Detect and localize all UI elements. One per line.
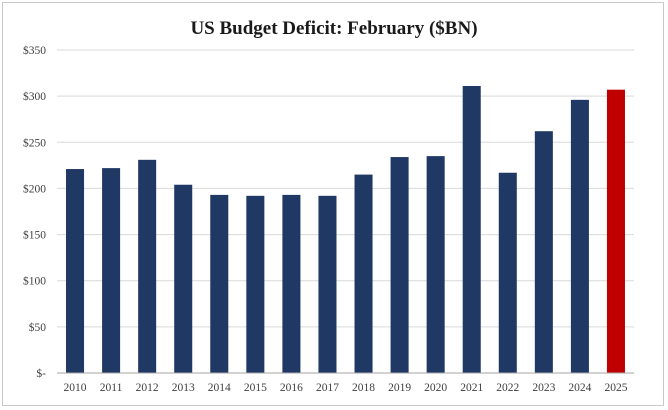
bar-2012 bbox=[138, 159, 157, 373]
bar-2011 bbox=[102, 168, 121, 373]
x-tick-label: 2021 bbox=[460, 382, 483, 394]
x-tick-label: 2011 bbox=[100, 382, 123, 394]
bars bbox=[66, 85, 625, 374]
y-tick-label: $350 bbox=[23, 44, 46, 57]
bar-2023 bbox=[534, 131, 553, 373]
bar-2022 bbox=[498, 172, 517, 373]
x-tick-label: 2020 bbox=[424, 382, 447, 394]
x-tick-label: 2016 bbox=[280, 382, 303, 394]
bar-2015 bbox=[246, 195, 265, 373]
x-tick-label: 2019 bbox=[388, 382, 411, 394]
chart-title: US Budget Deficit: February ($BN) bbox=[190, 18, 478, 39]
bar-2019 bbox=[390, 157, 409, 373]
x-tick-label: 2014 bbox=[208, 382, 231, 394]
x-tick-label: 2023 bbox=[532, 382, 555, 394]
y-tick-label: $100 bbox=[23, 275, 46, 288]
bar-2016 bbox=[282, 194, 301, 373]
x-tick-label: 2022 bbox=[496, 382, 519, 394]
x-tick-label: 2012 bbox=[136, 382, 159, 394]
y-axis-ticks: $- $50 $100 $150 $200 $250 $300 $350 bbox=[23, 44, 46, 380]
x-tick-label: 2010 bbox=[64, 382, 87, 394]
y-tick-label: $150 bbox=[23, 229, 46, 242]
x-tick-label: 2015 bbox=[244, 382, 267, 394]
y-tick-label: $250 bbox=[23, 136, 46, 149]
bar-2010 bbox=[66, 169, 85, 373]
bar-2014 bbox=[210, 194, 229, 373]
y-tick-label: $200 bbox=[23, 182, 46, 195]
x-tick-label: 2018 bbox=[352, 382, 375, 394]
x-tick-label: 2024 bbox=[568, 382, 591, 394]
bar-2017 bbox=[318, 195, 337, 373]
y-tick-label: $- bbox=[36, 367, 46, 380]
bar-2013 bbox=[174, 184, 193, 373]
x-tick-label: 2017 bbox=[316, 382, 339, 394]
bar-2024 bbox=[570, 99, 589, 373]
bar-2018 bbox=[354, 174, 373, 373]
x-axis-ticks: 2010 2011 2012 2013 2014 2015 2016 2017 2018 2019… bbox=[64, 382, 628, 394]
bar-2020 bbox=[426, 156, 445, 373]
x-tick-label: 2013 bbox=[172, 382, 195, 394]
bar-2021 bbox=[462, 85, 481, 374]
y-tick-label: $50 bbox=[29, 321, 47, 334]
bar-2025 bbox=[606, 89, 625, 373]
x-tick-label: 2025 bbox=[604, 382, 627, 394]
y-tick-label: $300 bbox=[23, 90, 46, 103]
